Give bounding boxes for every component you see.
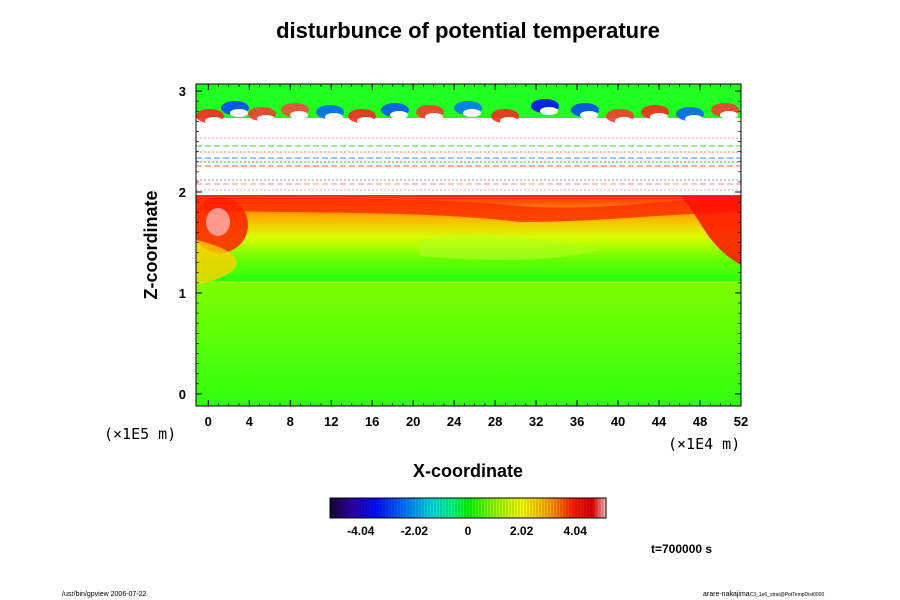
- x-tick-label-10: 40: [611, 414, 625, 429]
- convection-gap-8: [463, 109, 481, 117]
- field-details: [196, 195, 741, 285]
- convection-gap-10: [540, 107, 558, 115]
- field-masked-region: [196, 130, 741, 195]
- x-tick-label-11: 44: [652, 414, 667, 429]
- x-tick-label-2: 8: [287, 414, 294, 429]
- x-tick-label-8: 32: [529, 414, 543, 429]
- colorbar-tick-label-2: 0: [465, 524, 472, 538]
- x-tick-label-5: 20: [406, 414, 420, 429]
- y-tick-label-0: 0: [179, 387, 186, 402]
- x-tick-label-3: 12: [324, 414, 338, 429]
- chart-title: disturbunce of potential temperature: [276, 18, 660, 43]
- convection-gap-5: [357, 117, 375, 125]
- footer-left: /usr/bin/gpview 2006-07-22: [62, 591, 147, 598]
- convection-gap-6: [390, 111, 408, 119]
- x-tick-label-4: 16: [365, 414, 379, 429]
- convection-gap-4: [325, 113, 343, 121]
- left-yellow-tail: [196, 240, 237, 285]
- convection-gap-1: [230, 109, 248, 117]
- x-axis-label: X-coordinate: [413, 461, 523, 481]
- x-tick-label-7: 28: [488, 414, 502, 429]
- footer-right-sub: C3_1e6_strat@PotTempDist0000: [750, 592, 825, 598]
- x-axis: 0 4 8 12 16 20 24 28 32 36 40 44 48 52: [205, 84, 748, 429]
- y-tick-label-3: 3: [179, 84, 186, 99]
- right-warm-plume: [680, 196, 741, 265]
- footer-right-main: arare-nakajima: [703, 591, 750, 598]
- field-lower-layer: [196, 280, 741, 406]
- x-tick-label-12: 48: [693, 414, 707, 429]
- colorbar-stripes: [329, 498, 607, 518]
- heatmap-field: [196, 84, 741, 406]
- y-tick-label-1: 1: [179, 286, 186, 301]
- convection-gap-2: [257, 115, 275, 123]
- warm-rim: [196, 195, 741, 222]
- colorbar-ticks: -4.04 -2.02 0 2.02 4.04: [347, 524, 587, 538]
- colorbar-tick-label-4: 4.04: [564, 524, 588, 538]
- convection-gap-12: [615, 117, 633, 125]
- footer-right: arare-nakajimaC3_1e6_strat@PotTempDist00…: [703, 591, 824, 598]
- x-tick-label-6: 24: [447, 414, 462, 429]
- x-tick-label-13: 52: [734, 414, 748, 429]
- convection-gap-7: [425, 113, 443, 121]
- time-label: t=700000 s: [651, 542, 712, 556]
- convection-gap-3: [290, 111, 308, 119]
- convection-gap-15: [720, 111, 738, 119]
- mid-green-band: [420, 235, 600, 260]
- convection-gap-0: [205, 117, 223, 125]
- convection-gap-13: [650, 113, 668, 121]
- plot-frame: [195, 83, 742, 407]
- top-convection-cells: [196, 99, 741, 130]
- left-warm-core: [206, 208, 230, 236]
- y-axis-unit: (×1E5 m): [104, 425, 176, 443]
- colorbar-tick-label-0: -4.04: [347, 524, 375, 538]
- y-axis: 0 1 2 3: [179, 84, 741, 402]
- x-tick-label-9: 36: [570, 414, 584, 429]
- stratification-lines: [196, 137, 741, 191]
- x-tick-label-1: 4: [246, 414, 254, 429]
- convection-gap-11: [580, 111, 598, 119]
- convection-gap-14: [685, 115, 703, 123]
- x-tick-label-0: 0: [205, 414, 212, 429]
- colorbar-tick-label-1: -2.02: [401, 524, 429, 538]
- top-mask-band: [196, 118, 741, 130]
- x-axis-unit: (×1E4 m): [668, 435, 740, 453]
- convection-gap-9: [500, 117, 518, 125]
- colorbar-tick-label-3: 2.02: [510, 524, 534, 538]
- y-axis-label: Z-coordinate: [141, 190, 161, 299]
- y-tick-label-2: 2: [179, 185, 186, 200]
